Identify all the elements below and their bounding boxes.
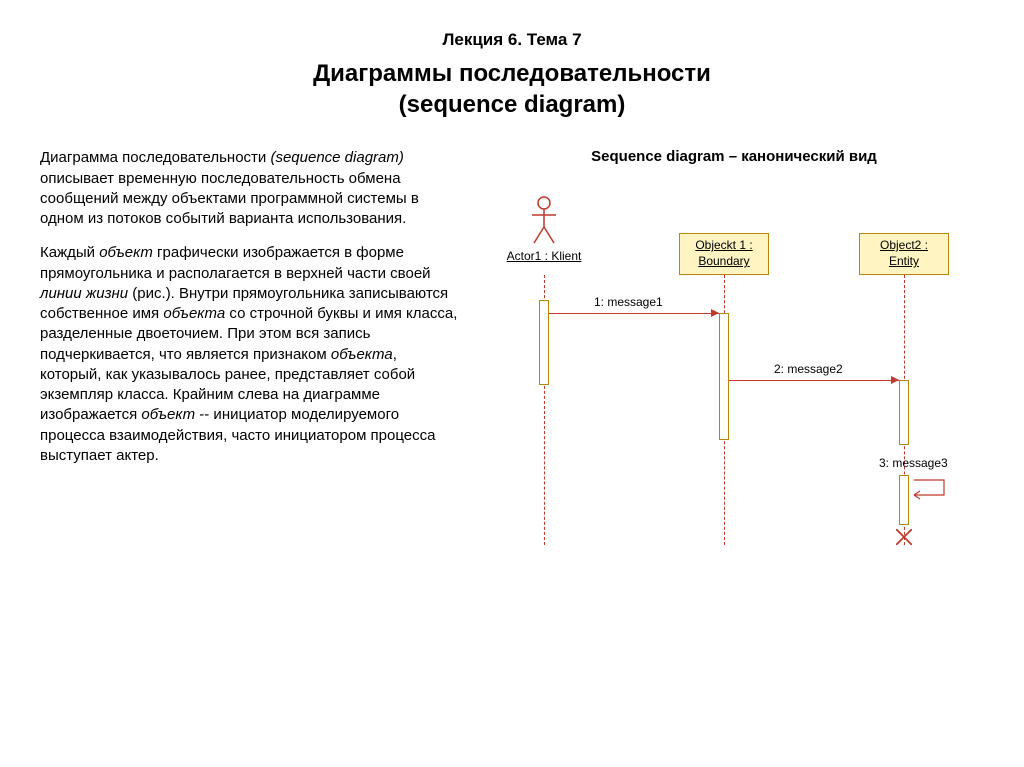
- p1-post: описывает временную последовательность о…: [40, 170, 419, 228]
- p2-i2: линии жизни: [40, 285, 128, 302]
- description-column: Диаграмма последовательности (sequence d…: [40, 148, 460, 585]
- actor-icon: [529, 195, 559, 245]
- p2-i4: объекта: [331, 346, 393, 363]
- message-arrow-1: [729, 380, 899, 381]
- sequence-diagram: Actor1 : Klient Objeckt 1 :Boundary Object…: [484, 185, 964, 585]
- activation-entity-2: [899, 380, 909, 445]
- diagram-title: Sequence diagram – канонический вид: [484, 148, 984, 165]
- content-row: Диаграмма последовательности (sequence d…: [40, 148, 984, 585]
- activation-actor-0: [539, 300, 549, 385]
- p2-i5: объект: [141, 406, 195, 423]
- activation-boundary-1: [719, 313, 729, 440]
- diagram-column: Sequence diagram – канонический вид Acto…: [484, 148, 984, 585]
- object-box-entity: Object2 :Entity: [859, 233, 949, 274]
- paragraph-1: Диаграмма последовательности (sequence d…: [40, 148, 460, 229]
- message-arrow-self: [909, 475, 959, 505]
- object-box-boundary: Objeckt 1 :Boundary: [679, 233, 769, 274]
- p1-italic: (sequence diagram): [270, 149, 403, 166]
- p2-i1: объект: [99, 244, 153, 261]
- actor-head: Actor1 : Klient: [499, 195, 589, 263]
- arrowhead-1: [891, 376, 899, 384]
- message-label-0: 1: message1: [594, 295, 663, 309]
- message-arrow-0: [549, 313, 719, 314]
- lecture-subtitle: Лекция 6. Тема 7: [40, 30, 984, 50]
- actor-label: Actor1 : Klient: [499, 249, 589, 263]
- title-line1: Диаграммы последовательности: [313, 60, 711, 87]
- p2-i3: объекта: [163, 305, 225, 322]
- p2-pre: Каждый: [40, 244, 99, 261]
- title-line2: (sequence diagram): [399, 91, 626, 118]
- page-title: Диаграммы последовательности (sequence d…: [40, 58, 984, 120]
- arrowhead-0: [711, 309, 719, 317]
- paragraph-2: Каждый объект графически изображается в …: [40, 243, 460, 466]
- destroy-icon: [896, 529, 912, 545]
- activation-entity-3: [899, 475, 909, 525]
- p1-pre: Диаграмма последовательности: [40, 149, 270, 166]
- message-label-2: 3: message3: [879, 456, 948, 470]
- message-label-1: 2: message2: [774, 362, 843, 376]
